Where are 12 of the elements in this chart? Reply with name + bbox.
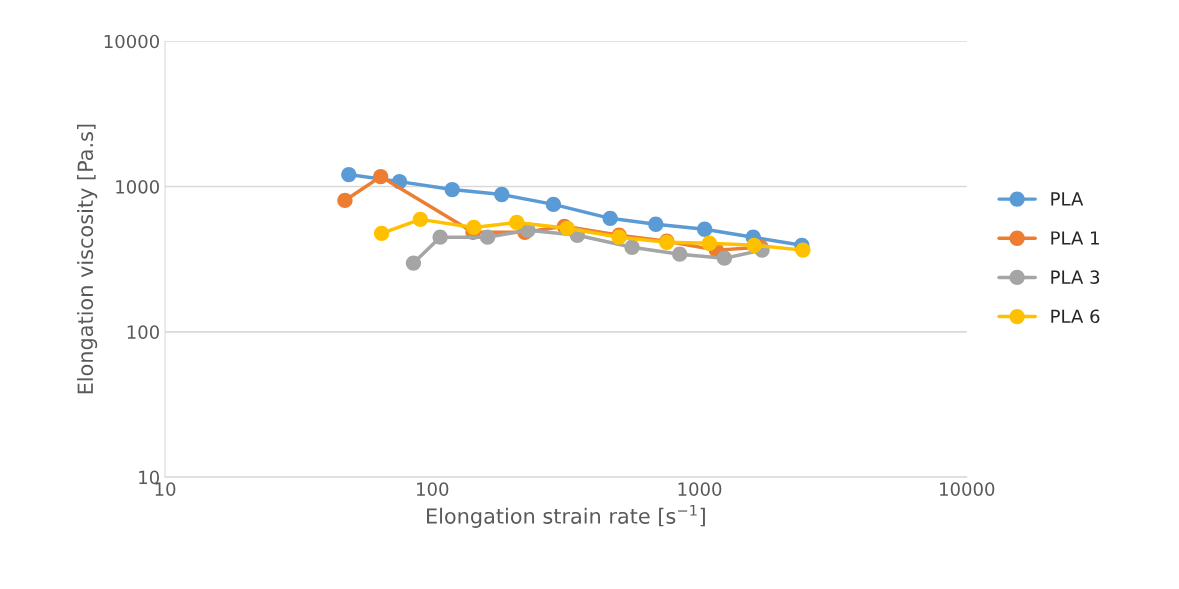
y-tick-label: 10000 — [104, 34, 159, 49]
legend-label: PLA 1 — [1051, 231, 1099, 245]
legend-label: PLA 3 — [1051, 270, 1100, 284]
x-axis-title: Elongation strain rate [s$^{−1}$] — [427, 504, 705, 528]
legend-label: PLA — [1051, 192, 1084, 206]
y-axis-title: Elongation viscosity [Pa.s] — [77, 124, 98, 394]
legend-label: PLA 6 — [1051, 309, 1100, 324]
x-tick-label: 1000 — [678, 482, 722, 496]
x-tick-label: 10000 — [940, 482, 995, 496]
y-tick-label: 1000 — [116, 179, 159, 194]
y-tick-label: 100 — [127, 325, 159, 339]
x-tick-label: 100 — [417, 482, 449, 496]
